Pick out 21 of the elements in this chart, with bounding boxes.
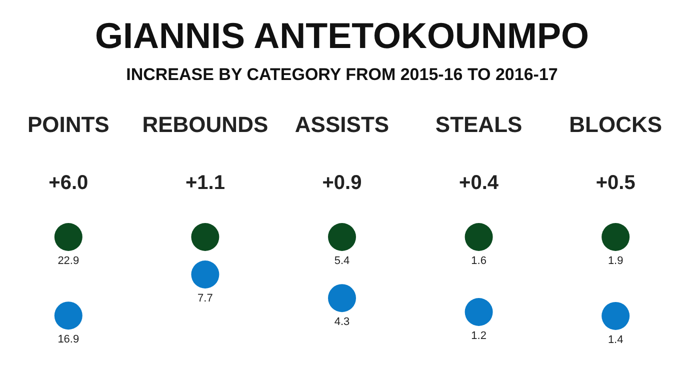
- data-label: 1.4: [608, 334, 624, 346]
- data-label: 16.9: [58, 334, 80, 346]
- data-label: 5.4: [334, 255, 350, 267]
- data-label: 1.6: [471, 255, 486, 267]
- text: INCREASE BY CATEGORY FROM 2015-16 TO 2016-17: [126, 65, 558, 84]
- category-label: ASSISTS: [294, 112, 390, 137]
- data-label: 1.2: [471, 330, 486, 342]
- data-label: 22.9: [58, 255, 80, 267]
- text: +1.1: [185, 172, 225, 194]
- data-label: 4.3: [334, 316, 350, 328]
- category-label: POINTS: [27, 112, 110, 137]
- category-label: REBOUNDS: [142, 112, 268, 137]
- text: +0.9: [322, 172, 362, 194]
- data-label: 1.9: [608, 255, 624, 267]
- text: +6.0: [48, 172, 88, 194]
- category-label: BLOCKS: [569, 112, 662, 137]
- category-label: STEALS: [435, 112, 522, 137]
- text: +0.4: [459, 172, 499, 194]
- data-label: 7.7: [198, 292, 213, 304]
- text: +0.5: [596, 172, 636, 194]
- text: GIANNIS ANTETOKOUNMPO: [94, 15, 590, 56]
